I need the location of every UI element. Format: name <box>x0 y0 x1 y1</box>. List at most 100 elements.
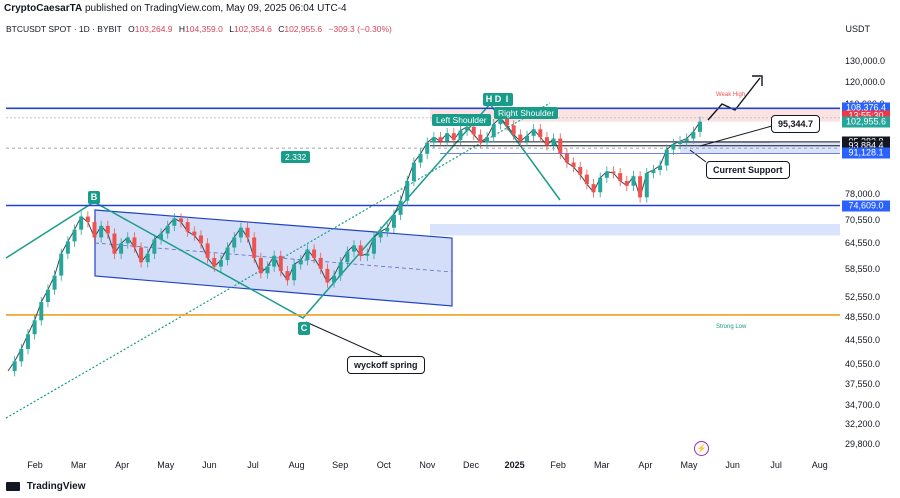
right-shoulder-label: Right Shoulder <box>494 107 559 119</box>
point-c-marker: C <box>298 322 310 335</box>
candle-body-56 <box>378 231 383 238</box>
price-tag: 108,376.4 <box>842 102 890 114</box>
candle-body-102 <box>684 138 689 142</box>
tradingview-brand: TradingView <box>26 481 86 492</box>
candle-body-13 <box>92 222 97 238</box>
price-tag: 74,609.0 <box>842 200 890 211</box>
candle-body-85 <box>571 162 576 168</box>
x-tick-label: Aug <box>288 460 305 470</box>
publisher-name: CryptoCaesarTA <box>4 3 83 14</box>
candle-body-35 <box>238 227 243 238</box>
price-tag: 91,128.1 <box>842 147 890 159</box>
currency-label: USDT <box>845 24 871 34</box>
candle-body-1 <box>12 361 17 372</box>
symbol-info-bar: BTCUSDT SPOT · 1D · BYBIT O103,264.9 H10… <box>6 24 392 34</box>
open-label: O <box>128 24 135 34</box>
published-text: published on TradingView.com, May 09, 20… <box>84 3 347 14</box>
candle-body-12 <box>85 216 90 223</box>
dotted-trendline <box>5 102 551 419</box>
x-tick-label: 2025 <box>504 460 525 470</box>
candle-body-24 <box>165 225 170 234</box>
candle-body-27 <box>185 222 190 232</box>
candle-body-104 <box>698 121 702 132</box>
candle-body-22 <box>152 239 157 254</box>
candle-body-92 <box>618 173 623 181</box>
x-tick-label: Sep <box>332 460 349 470</box>
candle-body-7 <box>52 275 57 290</box>
y-tick-label: 37,550.0 <box>845 379 881 390</box>
price-chart[interactable] <box>0 0 840 460</box>
candle-body-96 <box>644 173 649 198</box>
y-tick-label: 70,550.0 <box>845 215 881 226</box>
x-tick-label: Feb <box>550 460 566 470</box>
candle-body-100 <box>671 143 676 150</box>
candle-body-51 <box>345 251 350 263</box>
wyckoff-spring-callout: wyckoff spring <box>347 356 425 374</box>
lightning-icon[interactable]: ⚡ <box>694 441 709 456</box>
x-tick-label: Jul <box>770 460 782 470</box>
candle-body-49 <box>332 275 337 283</box>
x-tick-label: May <box>157 460 175 470</box>
x-tick-label: Apr <box>115 460 130 470</box>
candle-body-43 <box>292 264 297 281</box>
candle-body-8 <box>59 253 64 276</box>
candle-body-84 <box>564 153 569 163</box>
x-tick-label: Apr <box>638 460 653 470</box>
point-b-marker: B <box>88 191 100 204</box>
candle-body-10 <box>72 229 77 242</box>
publisher-line: CryptoCaesarTA published on TradingView.… <box>4 3 347 14</box>
candle-body-74 <box>498 117 503 125</box>
y-tick-label: 58,550.0 <box>845 263 881 274</box>
x-tick-label: Jun <box>202 460 217 470</box>
candle-body-50 <box>338 262 343 276</box>
candle-body-90 <box>604 171 609 178</box>
candle-body-63 <box>425 142 430 154</box>
candle-body-18 <box>125 237 130 244</box>
candle-body-101 <box>678 141 683 144</box>
symbol-name[interactable]: BTCUSDT SPOT · 1D · BYBIT <box>6 24 122 34</box>
candle-body-88 <box>591 184 596 193</box>
target-pointer <box>699 125 773 147</box>
candle-body-70 <box>471 126 476 135</box>
close-value: 102,955.6 <box>284 24 323 34</box>
candle-body-77 <box>518 134 523 142</box>
high-value: 104,359.0 <box>185 24 223 34</box>
tradingview-logo[interactable]: TradingView <box>6 481 86 492</box>
candle-body-34 <box>232 237 237 248</box>
candle-body-81 <box>544 137 549 146</box>
candle-body-58 <box>391 214 396 228</box>
target-price-callout: 95,344.7 <box>771 115 821 133</box>
candle-body-26 <box>179 218 183 223</box>
x-tick-label: Jun <box>725 460 740 470</box>
candle-body-16 <box>112 233 117 254</box>
projection-path <box>707 77 761 121</box>
candle-body-14 <box>99 225 104 238</box>
x-tick-label: Mar <box>70 460 87 470</box>
support-zone <box>680 141 840 154</box>
candle-body-3 <box>25 334 30 349</box>
candle-body-47 <box>318 257 323 269</box>
x-tick-label: Aug <box>811 460 828 470</box>
candle-body-15 <box>105 225 110 234</box>
candle-body-4 <box>32 320 37 335</box>
demand-zone <box>430 223 840 236</box>
candle-body-44 <box>298 260 303 265</box>
projection-arrowhead <box>752 75 763 86</box>
candle-body-79 <box>531 129 536 136</box>
y-tick-label: 52,550.0 <box>845 291 881 302</box>
candle-body-9 <box>65 241 70 254</box>
candle-body-17 <box>119 243 124 254</box>
candle-body-2 <box>19 348 24 362</box>
candle-body-78 <box>525 135 529 142</box>
candle-body-91 <box>611 171 616 174</box>
candle-body-6 <box>45 289 50 302</box>
candle-body-25 <box>172 218 177 226</box>
candle-body-38 <box>258 257 263 274</box>
candle-body-86 <box>578 167 583 175</box>
tradingview-icon <box>6 481 20 491</box>
candle-body-53 <box>358 245 363 256</box>
candle-body-55 <box>371 237 376 254</box>
candle-body-42 <box>285 271 290 281</box>
candle-body-103 <box>691 131 696 139</box>
close-label: C <box>278 24 285 34</box>
